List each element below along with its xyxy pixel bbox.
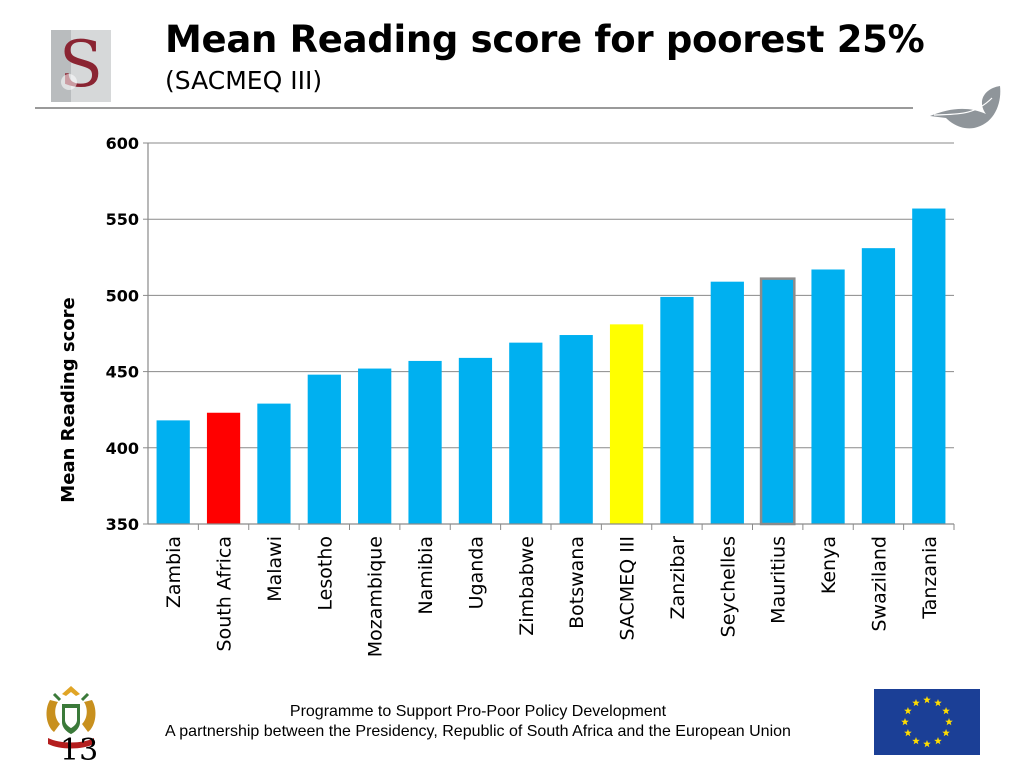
y-axis-ticks: 350 400 450 500 550 600 (106, 134, 148, 534)
y-tick-label: 600 (106, 134, 139, 153)
x-tick-label: Uganda (465, 536, 487, 609)
eu-flag-icon (874, 689, 980, 755)
x-tick-label: Malawi (264, 536, 286, 602)
x-tick-label: Swaziland (868, 536, 890, 632)
x-tick-label: Kenya (818, 536, 840, 594)
y-tick-label: 400 (106, 439, 139, 458)
page-subtitle: (SACMEQ III) (165, 66, 323, 95)
x-tick-label: Zambia (163, 536, 185, 608)
x-tick-label: Lesotho (314, 536, 336, 611)
x-tick-label: Namibia (415, 536, 437, 615)
bar-lesotho (307, 374, 341, 524)
x-tick-label: Tanzania (919, 536, 941, 620)
footer-partnership-line: A partnership between the Presidency, Re… (165, 723, 791, 740)
eu-star-icon (912, 737, 920, 745)
bar-sacmeq-iii (609, 324, 644, 524)
x-axis-ticks: Zambia South Africa Malawi Lesotho Mozambiqu… (163, 524, 955, 657)
x-tick-label: Mozambique (365, 536, 387, 657)
bar-zambia (156, 420, 190, 524)
y-tick-label: 500 (106, 286, 139, 305)
x-tick-label: Botswana (566, 536, 588, 629)
y-axis-label: Mean Reading score (58, 297, 79, 502)
y-tick-label: 450 (106, 363, 139, 382)
x-tick-label: South Africa (214, 536, 236, 651)
eu-star-icon (923, 740, 931, 748)
eu-star-icon (904, 707, 912, 715)
eu-star-icon (942, 707, 950, 715)
x-tick-label: Zanzibar (667, 536, 689, 620)
eu-star-icon (945, 718, 953, 726)
leaf-icon (930, 86, 1001, 129)
x-tick-label: Mauritius (768, 536, 790, 624)
bar-botswana (559, 335, 593, 524)
eu-star-icon (934, 737, 942, 745)
bar-zanzibar (660, 296, 694, 524)
chart-bars (156, 208, 946, 526)
y-tick-label: 350 (106, 515, 139, 534)
bar-mauritius (759, 277, 796, 526)
bar-malawi (257, 403, 291, 524)
header-divider (35, 107, 913, 109)
y-tick-label: 550 (106, 210, 139, 229)
x-tick-label: Seychelles (717, 536, 739, 637)
bar-tanzania (912, 208, 946, 525)
page-title: Mean Reading score for poorest 25% (165, 18, 925, 61)
bar-mozambique (358, 368, 392, 524)
bar-uganda (458, 357, 493, 524)
eu-star-icon (934, 698, 942, 707)
footer-programme-line: Programme to Support Pro-Poor Policy Dev… (289, 703, 667, 720)
x-tick-label: SACMEQ III (617, 536, 639, 641)
coat-of-arms-icon (46, 686, 96, 749)
bar-zimbabwe (509, 342, 543, 524)
bar-namibia (408, 360, 442, 524)
bar-seychelles (710, 281, 744, 524)
bar-south-africa (206, 412, 241, 524)
eu-star-icon (942, 729, 950, 737)
eu-star-icon (912, 698, 920, 707)
chart-axes (147, 143, 954, 525)
bar-chart: 350 400 450 500 550 600 Zambia South Africa Mal… (58, 134, 955, 657)
x-tick-label: Zimbabwe (516, 536, 538, 636)
eu-star-icon (901, 718, 909, 726)
eu-star-icon (904, 729, 912, 737)
svg-text:S: S (59, 30, 103, 102)
eu-star-icon (923, 696, 931, 704)
bar-swaziland (861, 248, 896, 524)
bar-kenya (811, 269, 845, 524)
university-logo-icon: S (51, 30, 111, 102)
page-number: 13 (60, 733, 99, 768)
